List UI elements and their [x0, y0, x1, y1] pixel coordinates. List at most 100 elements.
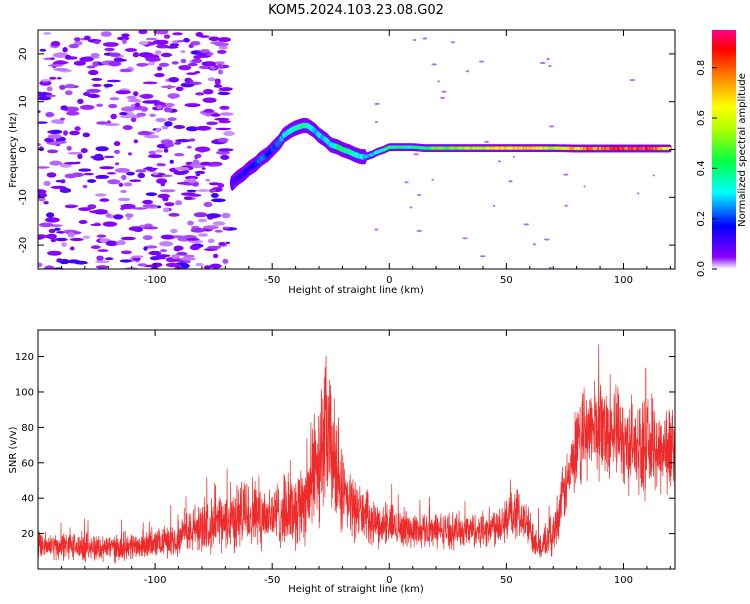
noise-blob	[38, 91, 44, 97]
noise-blob	[214, 229, 223, 233]
snr-y-label: SNR (v/v)	[8, 426, 19, 473]
noise-blob	[104, 123, 120, 126]
noise-blob	[97, 249, 109, 252]
spectrogram-x-tick-label: 0	[386, 275, 392, 286]
noise-blob	[142, 226, 159, 230]
snr-frame	[37, 329, 676, 570]
noise-blob	[108, 103, 118, 109]
noise-blob	[59, 188, 72, 193]
noise-speck	[549, 125, 555, 128]
noise-speck	[546, 58, 550, 60]
noise-blob	[119, 115, 135, 118]
noise-speck	[498, 160, 501, 163]
noise-blob	[105, 257, 114, 261]
noise-blob	[210, 113, 221, 117]
noise-blob	[45, 111, 55, 118]
spectrogram-noise-layer	[38, 30, 655, 269]
noise-blob	[50, 185, 67, 189]
noise-blob	[194, 146, 211, 153]
noise-blob	[174, 245, 184, 251]
noise-blob	[114, 168, 130, 173]
noise-blob	[105, 240, 117, 247]
noise-blob	[67, 152, 82, 155]
noise-blob	[159, 241, 174, 247]
snr-y-tick-label: 120	[15, 352, 34, 363]
noise-blob	[107, 179, 121, 185]
noise-blob	[167, 93, 180, 99]
noise-blob	[208, 182, 221, 186]
noise-speck	[479, 255, 486, 258]
noise-blob	[164, 202, 175, 207]
noise-blob	[110, 113, 117, 120]
noise-blob	[117, 197, 131, 202]
noise-blob	[211, 198, 226, 203]
noise-blob	[69, 130, 80, 136]
noise-blob	[43, 201, 49, 205]
noise-blob	[120, 236, 136, 241]
noise-blob	[64, 173, 77, 179]
noise-blob	[148, 150, 157, 155]
noise-blob	[181, 83, 195, 87]
noise-speck	[374, 102, 380, 105]
colorbar-tick-label: 0.8	[696, 60, 707, 76]
noise-blob	[152, 39, 169, 45]
colorbar-label: Normalized spectral amplitude	[737, 73, 748, 227]
snr-panel: -100 -50 0 50 100 20 40 60 80 100 120 Height of s…	[8, 329, 676, 595]
noise-blob	[47, 134, 62, 139]
noise-blob	[201, 61, 217, 67]
noise-blob	[174, 153, 185, 157]
noise-blob	[38, 146, 44, 152]
spectrogram-y-tick-label: -10	[18, 189, 29, 205]
noise-blob	[209, 263, 222, 269]
noise-blob	[157, 66, 163, 71]
noise-blob	[214, 117, 230, 121]
noise-blob	[67, 259, 80, 264]
noise-blob	[159, 249, 168, 253]
noise-blob	[200, 161, 212, 166]
noise-blob	[113, 214, 124, 220]
noise-blob	[100, 31, 112, 37]
noise-blob	[148, 250, 162, 256]
noise-blob	[199, 49, 210, 54]
noise-blob	[63, 130, 68, 136]
noise-speck	[563, 173, 569, 176]
noise-blob	[173, 125, 186, 129]
noise-blob	[87, 179, 97, 183]
noise-blob	[55, 237, 68, 242]
noise-blob	[126, 171, 135, 176]
noise-speck	[440, 96, 445, 99]
noise-blob	[49, 76, 57, 80]
noise-blob	[95, 265, 109, 269]
noise-speck	[422, 37, 428, 40]
noise-blob	[153, 30, 169, 35]
noise-blob	[205, 112, 212, 117]
noise-speck	[465, 70, 470, 73]
noise-blob	[99, 198, 110, 202]
noise-blob	[186, 72, 198, 75]
noise-blob	[38, 96, 52, 101]
colorbar-tick-label: 0.0	[696, 261, 707, 277]
noise-speck	[543, 238, 550, 241]
noise-speck	[417, 194, 422, 196]
noise-blob	[103, 83, 114, 88]
noise-speck	[431, 178, 435, 181]
noise-blob	[92, 156, 105, 161]
noise-blob	[145, 56, 161, 62]
noise-blob	[219, 87, 233, 92]
noise-blob	[186, 145, 192, 149]
noise-blob	[154, 50, 162, 55]
noise-blob	[168, 213, 180, 217]
noise-blob	[198, 233, 209, 237]
noise-speck	[404, 181, 409, 184]
figure-title: KOM5.2024.103.23.08.G02	[268, 3, 444, 18]
noise-blob	[56, 77, 62, 80]
noise-speck	[413, 153, 419, 156]
noise-blob	[136, 112, 147, 117]
noise-blob	[79, 56, 94, 62]
noise-blob	[155, 149, 164, 153]
noise-blob	[83, 35, 91, 41]
spectrogram-y-tick-label: -20	[18, 237, 29, 253]
noise-blob	[214, 42, 229, 47]
noise-blob	[65, 83, 75, 89]
